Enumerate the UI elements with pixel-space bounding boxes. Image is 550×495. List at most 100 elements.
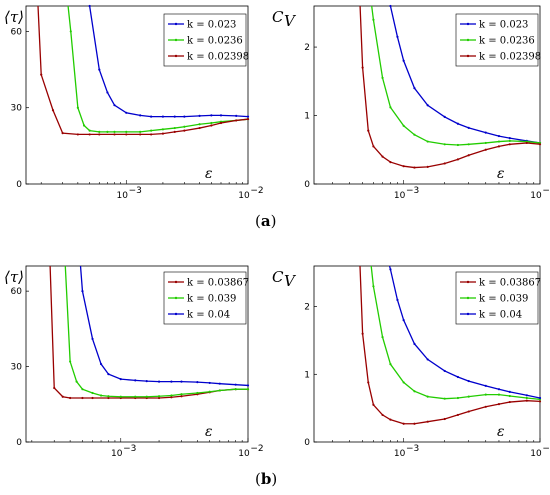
data-point <box>150 133 153 136</box>
data-point <box>508 394 511 398</box>
legend-marker <box>174 22 178 26</box>
data-point <box>161 115 165 118</box>
legend: k = 0.03867 k = 0.039 k = 0.04 <box>163 271 249 325</box>
data-point <box>402 124 405 127</box>
data-point <box>443 417 446 421</box>
axes-box <box>313 5 541 185</box>
data-point <box>145 395 148 398</box>
data-point <box>389 418 392 421</box>
data-point <box>107 373 110 376</box>
data-point <box>145 380 148 383</box>
data-point <box>497 393 501 396</box>
data-point <box>246 115 250 118</box>
data-point <box>426 395 429 398</box>
data-point <box>161 128 165 131</box>
legend-marker <box>174 38 178 42</box>
y-axis-label: ⟨τ⟩ <box>4 268 24 286</box>
legend-entry: k = 0.0236 <box>187 36 243 47</box>
data-point <box>497 134 501 138</box>
legend-marker <box>174 280 178 284</box>
data-point <box>81 290 84 293</box>
data-point <box>61 132 64 135</box>
data-point <box>484 148 487 151</box>
data-point <box>497 402 501 406</box>
legend-marker <box>174 312 178 316</box>
panel-b-close-paren: ) <box>271 470 278 488</box>
data-point <box>508 137 511 140</box>
data-point <box>402 165 405 168</box>
data-point <box>218 382 221 385</box>
data-point <box>210 114 213 117</box>
series-line-0 <box>389 6 540 144</box>
data-point <box>91 391 94 395</box>
data-point <box>467 410 470 413</box>
panel-a-close-paren: ) <box>270 212 277 230</box>
x-tick-label: 10 <box>238 191 250 201</box>
data-point <box>180 395 183 398</box>
y-tick-label: 0 <box>16 180 22 190</box>
data-point <box>235 119 238 122</box>
data-point <box>525 394 528 397</box>
legend-marker <box>466 296 470 300</box>
data-point <box>234 388 237 391</box>
data-point <box>76 133 79 136</box>
x-tick-exponent: −2 <box>542 444 550 454</box>
y-tick-label: 1 <box>304 112 310 122</box>
data-point <box>180 393 183 396</box>
data-point <box>361 66 364 69</box>
data-point <box>467 379 470 383</box>
data-point <box>484 405 487 408</box>
data-point <box>210 121 213 125</box>
data-point <box>173 130 176 133</box>
data-point <box>413 133 416 136</box>
data-point <box>139 130 142 133</box>
data-point <box>196 391 199 395</box>
x-tick-label: 10 <box>111 449 123 459</box>
data-point <box>484 393 487 396</box>
data-point <box>456 143 460 147</box>
data-point <box>372 145 375 148</box>
y-tick-label: 30 <box>11 363 23 373</box>
data-point <box>61 395 64 398</box>
data-point <box>367 129 370 132</box>
panel-b-letter: b <box>260 470 272 488</box>
axes-box <box>25 5 249 185</box>
data-point <box>208 390 211 393</box>
data-point <box>538 143 542 146</box>
data-point <box>402 59 405 62</box>
data-point <box>157 380 161 383</box>
data-point <box>361 332 364 335</box>
data-point <box>99 394 103 397</box>
data-point <box>402 381 405 384</box>
legend-entry: k = 0.02398 <box>479 52 541 63</box>
y-tick-label: 1 <box>304 370 310 380</box>
data-point <box>443 397 446 400</box>
data-point <box>113 130 116 133</box>
data-point <box>426 104 429 107</box>
data-point <box>246 118 250 121</box>
data-point <box>525 141 528 145</box>
x-tick-label: 10 <box>394 191 406 201</box>
data-point <box>170 380 173 383</box>
y-tick-label: 2 <box>304 303 310 313</box>
data-point <box>198 123 201 126</box>
data-point <box>157 395 161 398</box>
data-point <box>210 124 213 127</box>
data-point <box>372 403 375 406</box>
legend-entry: k = 0.039 <box>187 294 236 305</box>
data-point <box>98 68 101 71</box>
data-point <box>467 126 470 129</box>
y-tick-label: 2 <box>304 43 310 53</box>
x-tick-label: 10 <box>394 449 406 459</box>
data-point <box>367 381 370 384</box>
data-point <box>396 298 399 301</box>
data-point <box>113 133 116 136</box>
data-point <box>170 396 173 399</box>
data-point <box>76 106 79 109</box>
x-tick-label: 10 <box>238 449 250 459</box>
data-point <box>198 126 201 130</box>
data-point <box>88 4 91 8</box>
legend: k = 0.023 k = 0.0236 k = 0.02398 <box>163 13 249 67</box>
